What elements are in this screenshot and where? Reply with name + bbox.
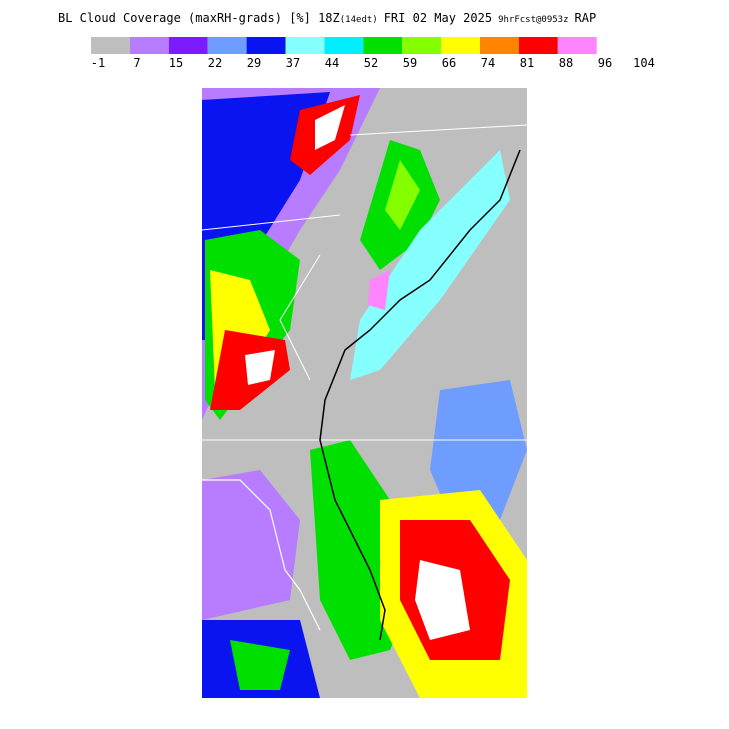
colorbar-label: 15 xyxy=(169,56,183,70)
cloud-area xyxy=(415,560,470,640)
colorbar-label: 59 xyxy=(403,56,417,70)
colorbar-label: 104 xyxy=(633,56,655,70)
cloud-area xyxy=(350,150,510,380)
cloud-area xyxy=(230,640,290,690)
title-forecast: 9hrFcst@0953z xyxy=(498,15,568,25)
colorbar-label: 74 xyxy=(481,56,495,70)
title: BL Cloud Coverage (maxRH-grads) [%] 18Z(… xyxy=(58,11,596,25)
colorbar-label: -1 xyxy=(91,56,105,70)
coastline xyxy=(202,479,321,631)
color-swatch xyxy=(129,37,169,54)
colorbar-label: 81 xyxy=(520,56,534,70)
color-swatch xyxy=(168,37,208,54)
cloud-area xyxy=(202,470,300,620)
title-model: RAP xyxy=(575,11,597,25)
color-swatch xyxy=(207,37,247,54)
coastline xyxy=(319,149,521,641)
colorbar-label: 29 xyxy=(247,56,261,70)
colorbar: -1 7 15 22 29 37 44 52 59 66 74 81 88 96 104 xyxy=(91,37,655,70)
colorbar-label: 7 xyxy=(133,56,140,70)
colorbar-label: 96 xyxy=(598,56,612,70)
cloud-area xyxy=(368,270,390,310)
color-swatch xyxy=(402,37,442,54)
color-swatch xyxy=(518,37,558,54)
title-main: BL Cloud Coverage (maxRH-grads) [%] 18Z xyxy=(58,11,340,25)
color-swatch xyxy=(246,37,286,54)
color-swatch xyxy=(285,37,325,54)
colorbar-label: 22 xyxy=(208,56,222,70)
color-swatch xyxy=(363,37,403,54)
color-swatch xyxy=(324,37,364,54)
title-date: FRI 02 May 2025 xyxy=(384,11,492,25)
color-swatch xyxy=(557,37,597,54)
colorbar-label: 66 xyxy=(442,56,456,70)
color-swatch xyxy=(91,37,130,54)
color-swatch xyxy=(441,37,480,54)
cloud-area xyxy=(245,350,275,385)
colorbar-label: 44 xyxy=(325,56,339,70)
title-tz: (14edt) xyxy=(340,15,378,25)
color-swatch xyxy=(480,37,519,54)
state-border xyxy=(202,124,527,441)
cloud-area xyxy=(315,105,345,150)
map xyxy=(202,88,527,698)
cloud-area xyxy=(385,160,420,230)
colorbar-label: 37 xyxy=(286,56,300,70)
colorbar-label: 52 xyxy=(364,56,378,70)
colorbar-label: 88 xyxy=(559,56,573,70)
